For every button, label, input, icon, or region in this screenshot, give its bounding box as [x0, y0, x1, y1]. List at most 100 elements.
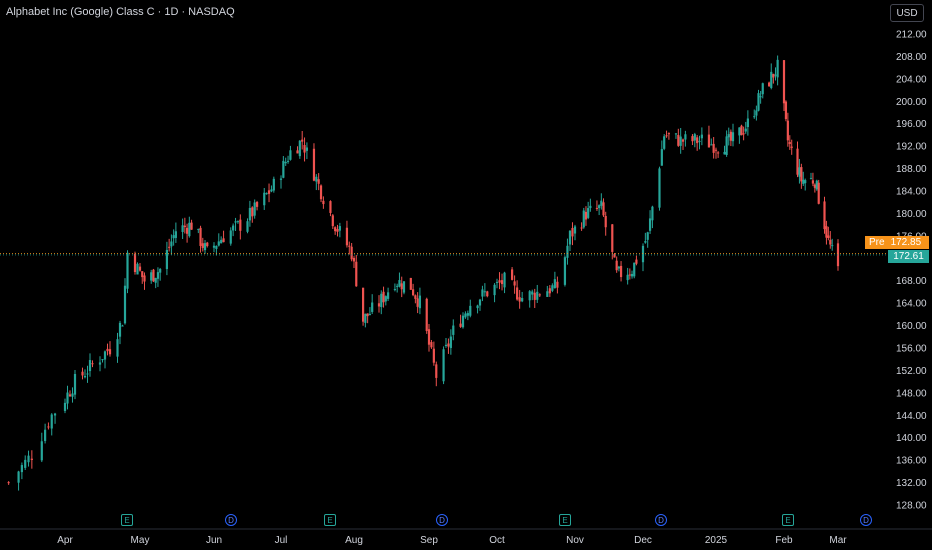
candle [350, 242, 353, 262]
candle-body [73, 373, 77, 395]
dividend-event-icon[interactable]: D [225, 514, 237, 526]
candle [563, 255, 567, 287]
candle [742, 126, 745, 141]
candle [786, 112, 789, 147]
candle-body [398, 280, 401, 287]
candle-body [181, 225, 184, 232]
candle-body [469, 305, 472, 316]
candle-body [272, 178, 275, 191]
dividend-event-icon[interactable]: D [655, 514, 667, 526]
candle-body [516, 287, 519, 300]
candle-body [464, 313, 467, 318]
candle-body [143, 275, 146, 282]
chart-title: Alphabet Inc (Google) Class C · 1D · NAS… [6, 6, 235, 18]
candle-body [255, 202, 259, 207]
candle-body [717, 152, 720, 154]
candle [234, 217, 237, 232]
candle [447, 338, 450, 354]
candle-body [251, 207, 254, 217]
candle-body [714, 149, 718, 151]
candle [121, 324, 124, 327]
candle [263, 187, 266, 210]
candle [305, 142, 309, 160]
candle-body [317, 179, 320, 184]
candle [368, 307, 372, 316]
candle-body [644, 241, 647, 243]
candle [740, 124, 743, 136]
candle-body [658, 168, 661, 208]
candle [784, 100, 788, 122]
earnings-event-icon[interactable]: E [121, 514, 133, 526]
candle-body [729, 131, 732, 141]
candle-body [582, 210, 585, 228]
candle [481, 285, 484, 302]
candle [802, 171, 805, 187]
dividend-event-icon[interactable]: D [436, 514, 448, 526]
candle [71, 387, 74, 403]
candle-body [823, 201, 826, 230]
candle-body [723, 151, 726, 155]
candle-body [796, 148, 799, 175]
candle-body [154, 277, 157, 283]
candle-body [386, 292, 390, 299]
earnings-event-icon[interactable]: E [559, 514, 571, 526]
candle-body [587, 208, 590, 218]
candle [500, 273, 504, 291]
candle [815, 179, 818, 191]
candle-body [536, 291, 539, 300]
candle [546, 285, 549, 297]
candle [461, 312, 465, 329]
candle-body [27, 455, 30, 463]
candle [717, 151, 720, 158]
candle [170, 234, 173, 255]
candle [619, 261, 623, 282]
candle [298, 139, 301, 159]
candle [691, 134, 694, 146]
candle-body [595, 207, 599, 209]
candle [725, 130, 728, 157]
candle-body [444, 344, 448, 346]
currency-button[interactable]: USD [890, 4, 924, 22]
candle-body [174, 231, 177, 238]
candle-body [44, 429, 47, 441]
candle-body [712, 143, 715, 153]
x-tick-label: Apr [57, 535, 73, 546]
candle-body [47, 426, 50, 428]
candle [317, 173, 320, 191]
candle [159, 267, 162, 281]
candle [478, 298, 482, 311]
candle [427, 323, 431, 352]
candle [232, 223, 235, 237]
candle [796, 141, 799, 178]
candle-body [220, 239, 223, 244]
candle [165, 241, 169, 276]
dividend-event-icon[interactable]: D [860, 514, 872, 526]
candle [759, 91, 762, 104]
candle-body [279, 178, 283, 180]
candle-body [239, 219, 242, 231]
candle [371, 294, 374, 314]
candle-body [91, 363, 94, 365]
candle [513, 275, 516, 294]
candle-body [206, 242, 209, 247]
candle [150, 269, 153, 284]
earnings-event-icon[interactable]: E [782, 514, 794, 526]
candle [409, 277, 412, 290]
candle [600, 193, 603, 210]
candle [201, 237, 204, 252]
candle [710, 138, 713, 146]
y-tick-label: 212.00 [896, 30, 927, 41]
candle [355, 254, 358, 287]
candle [774, 67, 777, 81]
candle-body [449, 336, 452, 348]
candle-body [481, 289, 484, 297]
candle [272, 176, 275, 193]
candle [101, 359, 104, 363]
earnings-event-icon[interactable]: E [324, 514, 336, 526]
candle-body [495, 281, 499, 283]
candle [172, 229, 175, 246]
candle [366, 313, 369, 324]
candle [651, 205, 654, 229]
x-axis: Apr May Jun Jul Aug Sep Oct Nov Dec 2025 Feb Mar [57, 535, 847, 546]
